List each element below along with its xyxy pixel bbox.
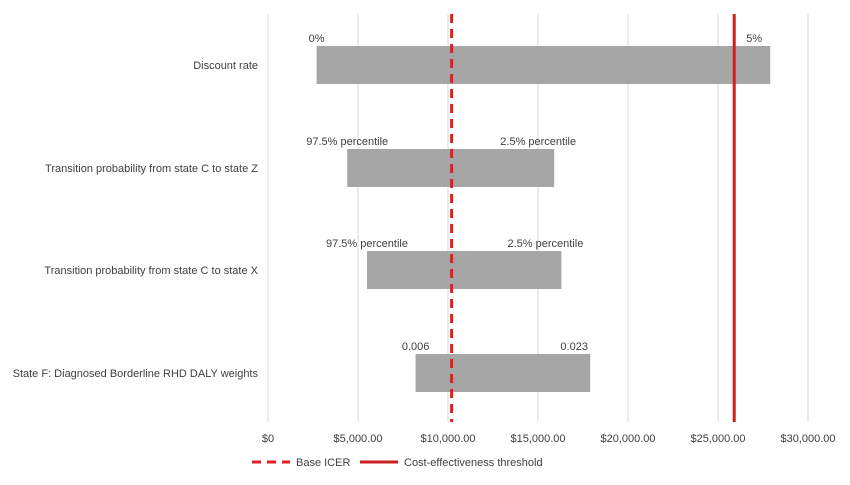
x-tick-label: $30,000.00 <box>780 433 835 445</box>
category-label: Transition probability from state C to s… <box>45 163 258 175</box>
reference-lines <box>450 14 736 422</box>
bar-low-label: 0% <box>309 33 325 45</box>
bar-high-label: 0.023 <box>560 341 588 353</box>
tornado-bar <box>316 46 771 84</box>
bar-low-label: 97.5% percentile <box>306 136 388 148</box>
bar-labels: 0% 5% 97.5% percentile 2.5% percentile 97.5%… <box>306 33 762 353</box>
bar-high-label: 2.5% percentile <box>500 136 576 148</box>
legend-label: Cost-effectiveness threshold <box>404 457 543 469</box>
bar-low-label: 0.006 <box>402 341 430 353</box>
category-label: Transition probability from state C to s… <box>44 265 258 277</box>
bar-low-label: 97.5% percentile <box>326 238 408 250</box>
bar-high-label: 2.5% percentile <box>507 238 583 250</box>
x-tick-label: $20,000.00 <box>600 433 655 445</box>
tornado-bar <box>367 251 562 289</box>
x-tick-label: $0 <box>262 433 274 445</box>
x-tick-label: $25,000.00 <box>690 433 745 445</box>
legend-label: Base ICER <box>296 457 350 469</box>
x-tick-label: $10,000.00 <box>420 433 475 445</box>
bars <box>316 46 771 392</box>
category-label: Discount rate <box>193 60 258 72</box>
legend: Base ICER Cost-effectiveness threshold <box>252 457 543 469</box>
category-labels: Discount rate Transition probability from… <box>13 60 259 380</box>
x-tick-label: $15,000.00 <box>510 433 565 445</box>
tornado-bar <box>415 354 591 392</box>
bar-high-label: 5% <box>746 33 762 45</box>
x-tick-label: $5,000.00 <box>334 433 383 445</box>
x-axis-tick-labels: $0 $5,000.00 $10,000.00 $15,000.00 $20,000.0… <box>262 433 836 445</box>
category-label: State F: Diagnosed Borderline RHD DALY w… <box>13 368 259 380</box>
